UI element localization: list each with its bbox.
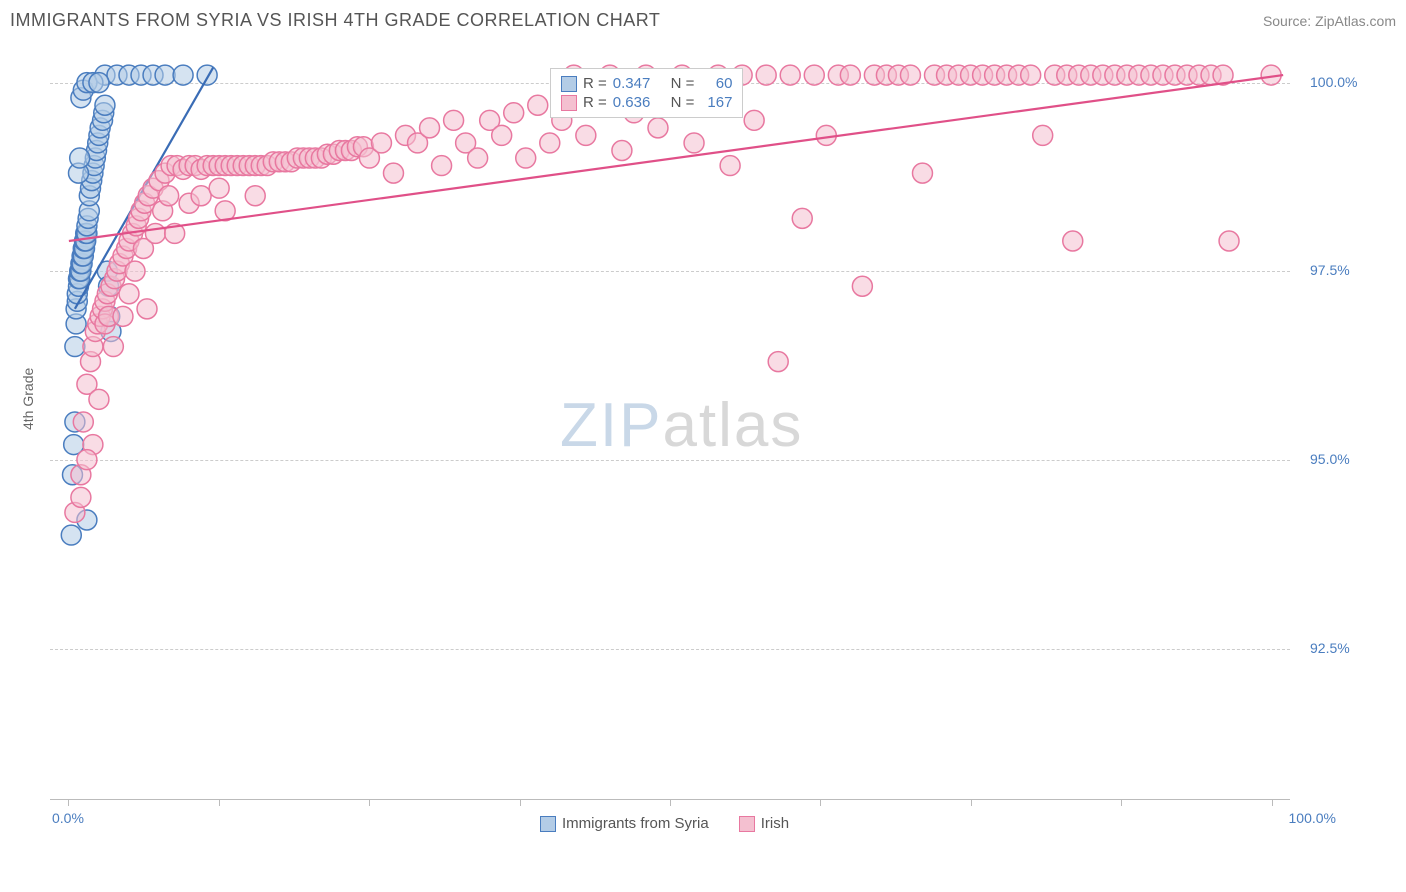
irish-point [804,65,824,85]
x-tick-mark [1272,799,1273,806]
irish-point [145,223,165,243]
R-label: R = [583,94,607,111]
irish-point [816,125,836,145]
irish-point [137,299,157,319]
x-tick-mark [219,799,220,806]
irish-point [612,141,632,161]
irish-point [1219,231,1239,251]
scatter-plot-svg [50,60,1290,799]
irish-point [912,163,932,183]
x-tick-mark [971,799,972,806]
irish-point [648,118,668,138]
plot-area: ZIPatlas 92.5%95.0%97.5%100.0% R =0.347 … [50,60,1290,800]
irish-swatch [561,95,577,111]
series-legend: Immigrants from Syria Irish [540,815,789,832]
irish-point [1021,65,1041,85]
syria-point [61,525,81,545]
irish-legend-swatch [739,816,755,832]
irish-point [125,261,145,281]
irish-point [432,156,452,176]
y-tick-label: 95.0% [1310,451,1390,467]
irish-point [840,65,860,85]
irish-point [576,125,596,145]
irish-point [209,178,229,198]
irish-point [103,337,123,357]
x-axis-right-label: 100.0% [1289,810,1336,826]
irish-point [468,148,488,168]
R-label: R = [583,75,607,92]
x-axis-left-label: 0.0% [52,810,84,826]
irish-point [756,65,776,85]
chart-header: IMMIGRANTS FROM SYRIA VS IRISH 4TH GRADE… [10,10,1396,31]
syria-legend-swatch [540,816,556,832]
irish-legend-label: Irish [761,815,789,832]
irish-point [768,352,788,372]
x-tick-mark [68,799,69,806]
irish-point [444,110,464,130]
irish-point [540,133,560,153]
irish-point [383,163,403,183]
irish-point [371,133,391,153]
irish-point [77,450,97,470]
x-tick-mark [820,799,821,806]
y-tick-label: 100.0% [1310,74,1390,90]
irish-point [744,110,764,130]
irish-point [852,276,872,296]
stats-row-syria: R = 0.347 N = 60 [561,75,732,92]
correlation-stats-box: R = 0.347 N = 60 R = 0.636 N = 167 [550,68,743,118]
irish-point [113,306,133,326]
irish-point [504,103,524,123]
syria-legend-label: Immigrants from Syria [562,815,709,832]
syria-point [95,95,115,115]
irish-point [1033,125,1053,145]
y-axis-label: 4th Grade [20,368,36,430]
syria-swatch [561,76,577,92]
irish-point [720,156,740,176]
legend-item-irish: Irish [739,815,789,832]
irish-point [900,65,920,85]
x-tick-mark [520,799,521,806]
irish-point [71,487,91,507]
irish-point [528,95,548,115]
irish-point [684,133,704,153]
x-tick-mark [1121,799,1122,806]
syria-R-value: 0.347 [613,75,651,92]
irish-point [780,65,800,85]
irish-point [492,125,512,145]
irish-point [1063,231,1083,251]
irish-point [89,389,109,409]
syria-point [173,65,193,85]
irish-point [792,208,812,228]
irish-point [245,186,265,206]
syria-point [89,73,109,93]
x-tick-mark [670,799,671,806]
x-tick-mark [369,799,370,806]
irish-point [420,118,440,138]
syria-point [65,337,85,357]
y-tick-label: 92.5% [1310,640,1390,656]
stats-row-irish: R = 0.636 N = 167 [561,94,732,111]
N-label: N = [671,75,695,92]
syria-N-value: 60 [700,75,732,92]
irish-N-value: 167 [700,94,732,111]
irish-point [73,412,93,432]
irish-point [191,186,211,206]
N-label: N = [671,94,695,111]
irish-point [119,284,139,304]
y-tick-label: 97.5% [1310,262,1390,278]
source-attribution: Source: ZipAtlas.com [1263,13,1396,29]
irish-point [159,186,179,206]
irish-point [516,148,536,168]
syria-point [197,65,217,85]
irish-R-value: 0.636 [613,94,651,111]
syria-point [155,65,175,85]
syria-point [70,148,90,168]
legend-item-syria: Immigrants from Syria [540,815,709,832]
chart-title: IMMIGRANTS FROM SYRIA VS IRISH 4TH GRADE… [10,10,660,31]
